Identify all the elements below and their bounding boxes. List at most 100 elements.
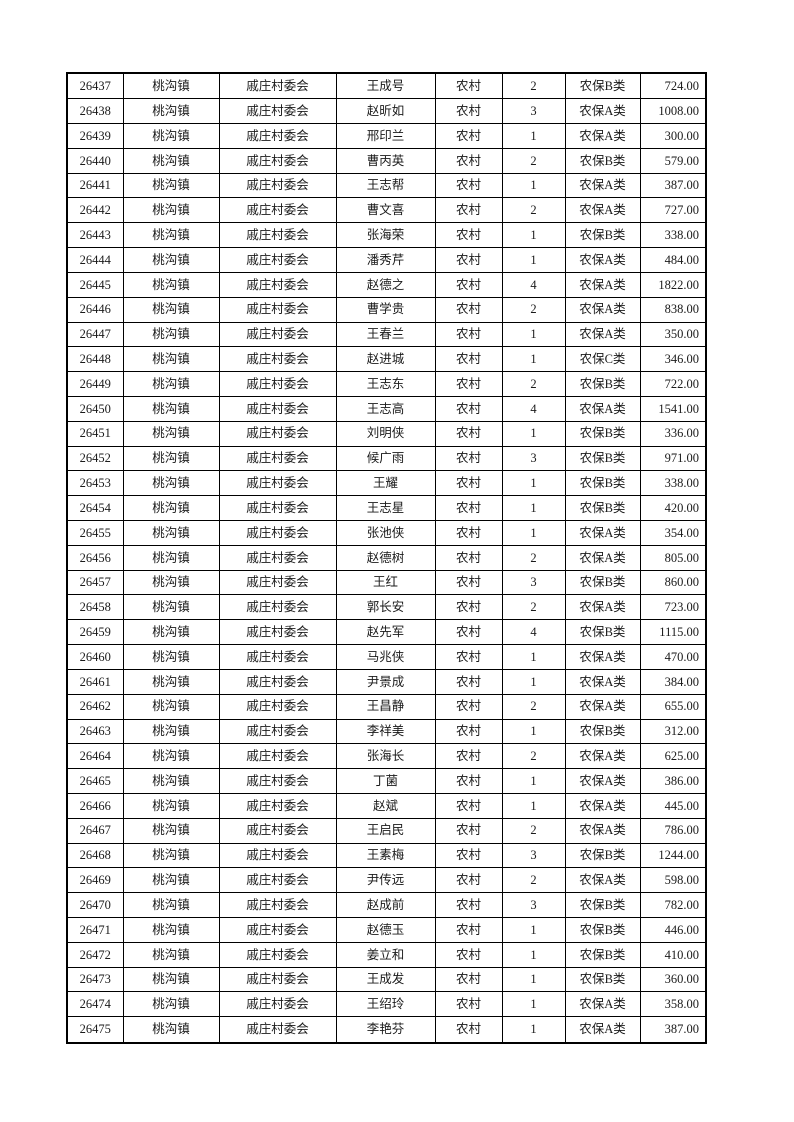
cell-category: 农保A类 [564,271,641,298]
cell-amount: 358.00 [639,991,707,1018]
cell-category: 农保B类 [564,445,641,472]
cell-serial: 26444 [66,247,124,273]
cell-residence: 农村 [434,941,503,968]
cell-residence: 农村 [434,817,503,844]
cell-serial: 26448 [66,346,124,373]
cell-village: 戚庄村委会 [218,72,337,100]
cell-town: 桃沟镇 [122,445,220,472]
cell-count: 4 [501,271,566,298]
cell-residence: 农村 [434,867,503,894]
cell-serial: 26463 [66,718,124,745]
table-row: 26469 桃沟镇 戚庄村委会 尹传远 农村 2 农保A类 598.00 [66,867,707,894]
table-row: 26453 桃沟镇 戚庄村委会 王耀 农村 1 农保B类 338.00 [66,470,707,497]
cell-count: 2 [501,594,566,621]
cell-category: 农保A类 [564,991,641,1018]
cell-category: 农保A类 [564,123,641,149]
cell-town: 桃沟镇 [122,123,220,149]
cell-town: 桃沟镇 [122,247,220,273]
cell-village: 戚庄村委会 [218,1016,337,1044]
cell-town: 桃沟镇 [122,917,220,943]
cell-residence: 农村 [434,768,503,794]
cell-village: 戚庄村委会 [218,768,337,794]
cell-name: 王志高 [335,395,436,422]
cell-name: 赵成前 [335,892,436,919]
table-row: 26459 桃沟镇 戚庄村委会 赵先军 农村 4 农保B类 1115.00 [66,619,707,646]
cell-count: 1 [501,917,566,943]
cell-name: 王志东 [335,371,436,397]
table-row: 26439 桃沟镇 戚庄村委会 邢印兰 农村 1 农保A类 300.00 [66,123,707,149]
cell-category: 农保A类 [564,172,641,199]
cell-town: 桃沟镇 [122,470,220,497]
cell-count: 1 [501,668,566,695]
cell-town: 桃沟镇 [122,346,220,373]
cell-village: 戚庄村委会 [218,991,337,1018]
cell-count: 1 [501,792,566,819]
cell-count: 2 [501,147,566,174]
cell-village: 戚庄村委会 [218,271,337,298]
cell-residence: 农村 [434,594,503,621]
cell-residence: 农村 [434,98,503,125]
cell-category: 农保A类 [564,693,641,720]
cell-town: 桃沟镇 [122,842,220,869]
cell-amount: 971.00 [639,445,707,472]
cell-town: 桃沟镇 [122,718,220,745]
cell-serial: 26471 [66,917,124,943]
cell-residence: 农村 [434,222,503,249]
cell-count: 1 [501,470,566,497]
cell-village: 戚庄村委会 [218,172,337,199]
cell-town: 桃沟镇 [122,941,220,968]
cell-town: 桃沟镇 [122,668,220,695]
cell-town: 桃沟镇 [122,743,220,770]
table-row: 26475 桃沟镇 戚庄村委会 李艳芬 农村 1 农保A类 387.00 [66,1016,707,1044]
cell-category: 农保A类 [564,197,641,224]
cell-village: 戚庄村委会 [218,520,337,546]
cell-count: 1 [501,222,566,249]
cell-name: 王春兰 [335,321,436,348]
table-row: 26455 桃沟镇 戚庄村委会 张池侠 农村 1 农保A类 354.00 [66,520,707,546]
cell-town: 桃沟镇 [122,72,220,100]
table-row: 26474 桃沟镇 戚庄村委会 王绍玲 农村 1 农保A类 358.00 [66,991,707,1018]
cell-serial: 26453 [66,470,124,497]
table-row: 26468 桃沟镇 戚庄村委会 王素梅 农村 3 农保B类 1244.00 [66,842,707,869]
cell-category: 农保B类 [564,72,641,100]
table-row: 26472 桃沟镇 戚庄村委会 姜立和 农村 1 农保B类 410.00 [66,941,707,968]
cell-amount: 300.00 [639,123,707,149]
cell-village: 戚庄村委会 [218,321,337,348]
cell-town: 桃沟镇 [122,296,220,323]
cell-category: 农保A类 [564,867,641,894]
cell-count: 2 [501,743,566,770]
cell-name: 曹学贵 [335,296,436,323]
cell-residence: 农村 [434,792,503,819]
cell-name: 赵斌 [335,792,436,819]
cell-town: 桃沟镇 [122,495,220,522]
cell-village: 戚庄村委会 [218,371,337,397]
table-row: 26443 桃沟镇 戚庄村委会 张海荣 农村 1 农保B类 338.00 [66,222,707,249]
cell-amount: 724.00 [639,72,707,100]
benefits-table: 26437 桃沟镇 戚庄村委会 王成号 农村 2 农保B类 724.00 26438 桃沟镇 戚庄村… [66,72,707,1044]
cell-town: 桃沟镇 [122,792,220,819]
cell-town: 桃沟镇 [122,544,220,571]
cell-village: 戚庄村委会 [218,917,337,943]
cell-amount: 445.00 [639,792,707,819]
cell-residence: 农村 [434,966,503,993]
cell-count: 1 [501,520,566,546]
cell-residence: 农村 [434,271,503,298]
cell-category: 农保B类 [564,892,641,919]
cell-name: 候广雨 [335,445,436,472]
cell-name: 曹文喜 [335,197,436,224]
cell-category: 农保B类 [564,222,641,249]
cell-town: 桃沟镇 [122,197,220,224]
cell-category: 农保B类 [564,420,641,447]
cell-category: 农保B类 [564,371,641,397]
cell-town: 桃沟镇 [122,966,220,993]
cell-serial: 26461 [66,668,124,695]
cell-serial: 26441 [66,172,124,199]
cell-count: 4 [501,395,566,422]
cell-name: 张海荣 [335,222,436,249]
cell-serial: 26449 [66,371,124,397]
cell-count: 4 [501,619,566,646]
cell-residence: 农村 [434,72,503,100]
cell-serial: 26460 [66,644,124,670]
cell-residence: 农村 [434,1016,503,1044]
